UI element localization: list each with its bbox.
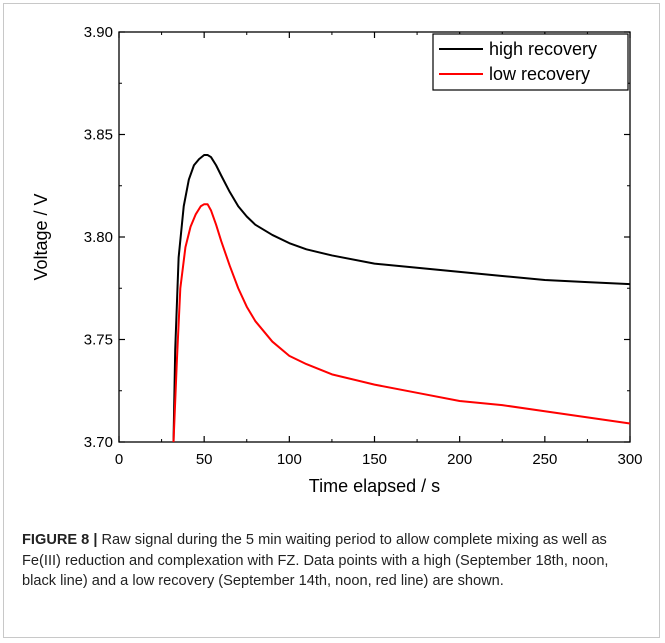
- y-tick-label: 3.85: [84, 127, 113, 144]
- caption-text: Raw signal during the 5 min waiting peri…: [22, 532, 609, 589]
- figure-label: FIGURE 8 |: [22, 532, 98, 548]
- series-line-1: [172, 154, 631, 443]
- plot-frame: [118, 31, 631, 443]
- figure-frame: [3, 3, 660, 638]
- x-axis-title: Time elapsed / s: [309, 476, 440, 496]
- x-tick-label: 250: [532, 451, 557, 468]
- series-line-2: [172, 203, 631, 443]
- legend: high recovery low recovery: [432, 33, 629, 91]
- legend-box: [432, 33, 629, 91]
- x-tick-label: 150: [362, 451, 387, 468]
- x-tick-label: 50: [196, 451, 213, 468]
- legend-label-2: low recovery: [489, 64, 590, 84]
- x-tick-label: 0: [115, 451, 123, 468]
- x-tick-label: 100: [277, 451, 302, 468]
- line-chart: 0 50 100 150 200 250 300 3.70 3.75 3.80 3.85 3.90 T…: [31, 24, 643, 496]
- y-tick-label: 3.70: [84, 434, 113, 451]
- y-tick-label: 3.90: [84, 24, 113, 41]
- plot-area: [118, 31, 631, 443]
- series-layer: [172, 154, 631, 443]
- y-tick-label: 3.80: [84, 229, 113, 246]
- ticks-layer: 0 50 100 150 200 250 300 3.70 3.75 3.80 3.85 3.90: [84, 24, 643, 468]
- y-tick-label: 3.75: [84, 332, 113, 349]
- x-tick-label: 300: [617, 451, 642, 468]
- legend-label-1: high recovery: [489, 39, 597, 59]
- x-tick-label: 200: [447, 451, 472, 468]
- y-axis-title: Voltage / V: [31, 193, 51, 280]
- figure-caption: FIGURE 8 | Raw signal during the 5 min w…: [22, 530, 642, 592]
